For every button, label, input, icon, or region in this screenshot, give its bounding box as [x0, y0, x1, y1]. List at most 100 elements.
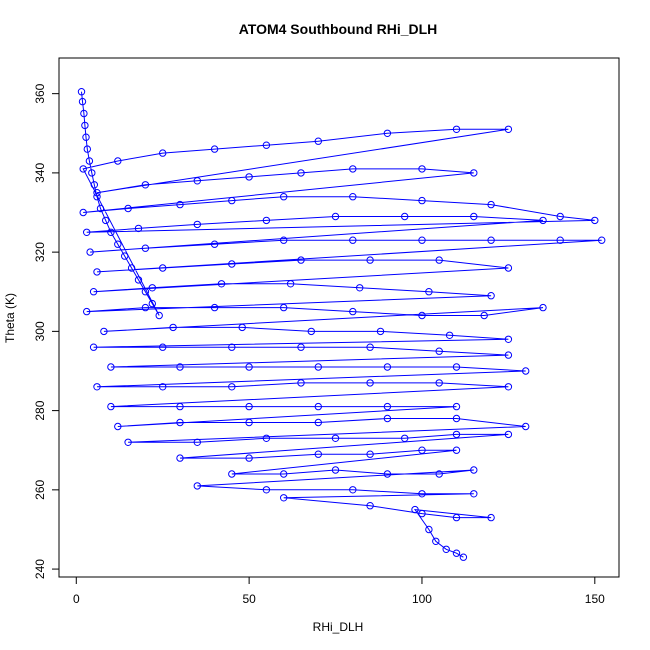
data-point	[245, 173, 253, 181]
data-point	[124, 204, 132, 213]
data-point	[425, 525, 433, 534]
data-point	[504, 335, 513, 343]
data-point	[96, 204, 105, 213]
series-line	[81, 91, 602, 558]
data-point	[504, 125, 513, 134]
data-point	[193, 482, 202, 490]
data-point	[210, 145, 219, 153]
data-point	[366, 256, 374, 264]
data-point	[141, 288, 150, 296]
data-point	[556, 212, 564, 221]
data-point	[435, 470, 443, 478]
y-axis-label: Theta (K)	[3, 293, 17, 343]
x-tick-label: 100	[412, 592, 432, 606]
y-axis: 240 260 280 300 320 340 360	[33, 83, 60, 579]
data-point	[262, 486, 271, 494]
data-point	[470, 212, 478, 221]
data-layer	[77, 88, 606, 561]
data-point	[89, 288, 98, 296]
data-point	[452, 446, 461, 454]
data-point	[85, 157, 94, 165]
data-point	[452, 549, 461, 557]
data-point	[314, 137, 322, 145]
x-axis: 0 50 100 150	[73, 576, 605, 606]
data-point	[107, 402, 115, 411]
data-point	[418, 490, 426, 498]
data-point	[114, 157, 122, 165]
data-point	[297, 256, 305, 264]
data-point	[280, 236, 288, 244]
data-point	[418, 446, 426, 454]
data-point	[245, 454, 253, 462]
data-point	[418, 165, 426, 173]
data-point	[102, 216, 110, 225]
y-tick-label: 240	[33, 559, 47, 579]
data-point	[93, 383, 101, 391]
data-point	[228, 343, 236, 351]
data-point	[228, 383, 236, 391]
y-tick-label: 280	[33, 400, 47, 420]
data-point	[245, 418, 253, 427]
data-point	[504, 383, 513, 391]
data-point	[452, 414, 461, 423]
x-tick-label: 150	[585, 592, 605, 606]
data-point	[80, 109, 88, 118]
data-point	[141, 244, 150, 252]
data-point	[262, 141, 271, 149]
data-point	[452, 363, 461, 371]
data-point	[90, 181, 99, 189]
data-point	[425, 288, 433, 296]
data-point	[79, 208, 87, 217]
data-point	[83, 145, 92, 153]
y-tick-label: 260	[33, 480, 47, 500]
data-point	[383, 129, 392, 138]
data-point	[470, 169, 478, 177]
data-point	[366, 343, 374, 351]
data-point	[148, 299, 157, 308]
data-point	[245, 363, 253, 371]
data-point	[470, 466, 478, 474]
data-point	[418, 311, 426, 320]
data-point	[480, 311, 488, 320]
data-point	[452, 513, 461, 522]
data-point	[383, 470, 392, 478]
data-point	[452, 402, 461, 411]
data-point	[556, 236, 564, 244]
data-point	[286, 280, 295, 288]
y-tick-label: 300	[33, 321, 47, 341]
data-point	[193, 438, 202, 446]
data-point	[314, 363, 322, 371]
data-point	[88, 169, 96, 177]
data-point	[487, 236, 495, 244]
data-point	[81, 121, 89, 130]
data-point	[314, 418, 322, 427]
data-point	[78, 97, 87, 106]
x-axis-label: RHi_DLH	[313, 620, 364, 634]
data-point	[245, 402, 253, 411]
data-point	[100, 327, 108, 336]
data-point	[445, 331, 454, 339]
data-point	[210, 303, 219, 312]
data-point	[280, 494, 288, 502]
data-point	[366, 379, 374, 387]
data-point	[176, 402, 184, 411]
data-point	[401, 434, 409, 442]
data-point	[349, 486, 357, 494]
data-point	[121, 252, 129, 260]
data-point	[159, 264, 167, 272]
data-point	[411, 505, 419, 514]
data-point	[93, 193, 101, 201]
data-point	[504, 351, 513, 359]
data-point	[539, 216, 547, 225]
data-point	[210, 240, 219, 248]
x-tick-label: 0	[73, 592, 80, 606]
data-point	[452, 125, 461, 134]
data-point	[452, 430, 461, 439]
plot-frame	[58, 57, 620, 578]
data-point	[522, 367, 530, 375]
data-point	[314, 450, 322, 458]
data-point	[107, 228, 115, 237]
data-point	[331, 466, 340, 474]
data-point	[401, 212, 409, 221]
data-point	[83, 307, 91, 316]
